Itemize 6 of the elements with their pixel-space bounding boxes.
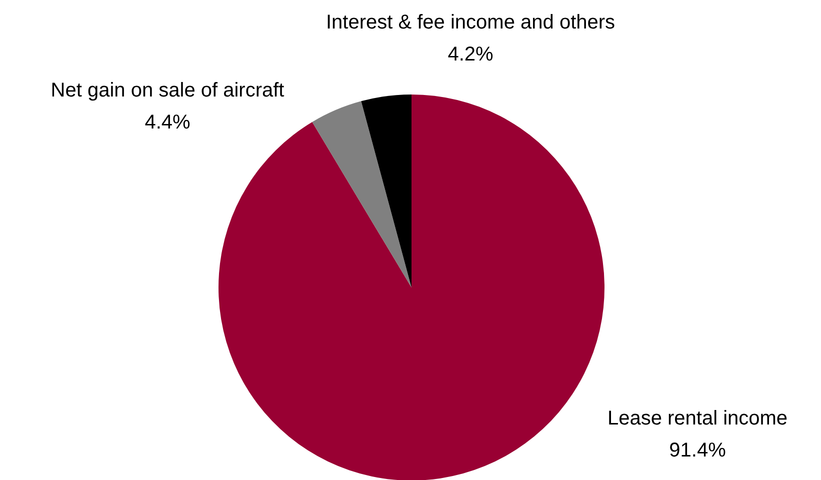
slice-label: Net gain on sale of aircraft: [50, 80, 285, 102]
data-label: 91.4%: [669, 440, 726, 462]
data-label: 4.2%: [448, 44, 494, 66]
data-label: 4.4%: [144, 112, 191, 134]
slice-label: Interest & fee income and others: [326, 12, 616, 34]
slice-label: Lease rental income: [607, 408, 788, 430]
